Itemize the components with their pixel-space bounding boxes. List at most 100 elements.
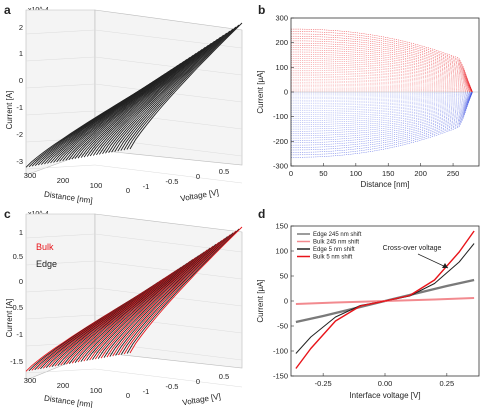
panel-a-depth-ticks: 300 200 100 0 bbox=[24, 171, 130, 195]
panel-b-series-line bbox=[291, 91, 473, 101]
surface-line bbox=[129, 226, 243, 354]
surface-line bbox=[114, 32, 228, 152]
panel-d-y-tick: 150 bbox=[275, 222, 288, 231]
panel-b-x-tick: 0 bbox=[289, 169, 293, 178]
panel-c-depth-tick: 200 bbox=[57, 381, 70, 390]
panel-a-depth-tick: 300 bbox=[24, 171, 37, 180]
surface-line bbox=[118, 234, 231, 356]
panel-d-y-tick: 0 bbox=[284, 297, 288, 306]
panel-c-z-tick: 0.5 bbox=[13, 252, 23, 261]
panel-b-series-line bbox=[291, 91, 473, 97]
surface-line bbox=[92, 251, 205, 360]
panel-b-series-line bbox=[291, 91, 473, 108]
panel-c-ylabel: Current [A] bbox=[5, 299, 14, 338]
panel-d-series bbox=[295, 230, 475, 369]
panel-c-depth-label: Distance [nm] bbox=[44, 394, 94, 408]
surface-line bbox=[111, 34, 224, 153]
panel-b-series-line bbox=[291, 47, 473, 93]
surface-line bbox=[89, 48, 203, 157]
panel-b-x-tick: 100 bbox=[350, 169, 363, 178]
panel-b-series-line bbox=[291, 91, 473, 121]
panel-b-y-tick: -200 bbox=[273, 137, 288, 146]
panel-a-depth-tick: 100 bbox=[90, 181, 103, 190]
panel-d-y-tick: -150 bbox=[273, 372, 288, 381]
surface-line bbox=[126, 228, 240, 354]
panel-b-series-line bbox=[291, 66, 473, 93]
panel-c-z-tick: -0.5 bbox=[10, 303, 23, 312]
surface-line bbox=[102, 40, 215, 155]
surface-line bbox=[112, 238, 226, 357]
panel-b-series-line bbox=[291, 91, 473, 103]
panel-b-series-line bbox=[291, 70, 473, 93]
panel-a-z-tick: 2 bbox=[19, 23, 23, 32]
panel-b-series-line bbox=[291, 42, 473, 93]
surface-line bbox=[126, 24, 240, 150]
surface-line bbox=[83, 257, 197, 362]
panel-b-series-line bbox=[291, 33, 473, 93]
panel-a-x-tick: 0.5 bbox=[219, 167, 229, 176]
panel-c-xlabel: Voltage [V] bbox=[182, 392, 222, 408]
panel-c-x-tick: -0.5 bbox=[166, 382, 179, 391]
surface-line bbox=[129, 22, 243, 150]
panel-d-legend-entry: Bulk 5 nm shift bbox=[313, 255, 353, 261]
panel-b-x-tick: 150 bbox=[382, 169, 395, 178]
panel-d-x-tick: 0.00 bbox=[378, 379, 393, 388]
panel-b-series-line bbox=[291, 89, 473, 93]
surface-line bbox=[115, 236, 228, 356]
surface-line bbox=[123, 26, 237, 151]
surface-line bbox=[106, 241, 220, 358]
surface-line bbox=[103, 243, 217, 358]
gridline bbox=[25, 164, 96, 170]
panel-d-legend-entry: Bulk 245 nm shift bbox=[313, 240, 359, 246]
panel-b-series-line bbox=[291, 91, 473, 98]
surface-line bbox=[109, 240, 223, 357]
panel-d-legend-entry: Edge 5 nm shift bbox=[313, 247, 355, 253]
panel-a-surface bbox=[25, 22, 243, 168]
panel-b-series-line bbox=[291, 62, 473, 93]
panel-b-series-line bbox=[291, 91, 473, 151]
panel-a-z-tick: -2 bbox=[16, 130, 23, 139]
panel-c-x-tick: 0 bbox=[196, 377, 200, 386]
panel-b-series-line bbox=[291, 91, 473, 130]
panel-d-label: d bbox=[258, 207, 265, 221]
panel-b-series-line bbox=[291, 53, 473, 93]
panel-b-series-line bbox=[291, 91, 473, 93]
panel-b-series-line bbox=[291, 91, 473, 123]
panel-b-series-line bbox=[291, 91, 473, 96]
surface-line bbox=[120, 232, 234, 355]
panel-b-series-line bbox=[291, 91, 473, 139]
panel-b-y-tick: -100 bbox=[273, 112, 288, 121]
panel-d-ylabel: Current [μA] bbox=[256, 279, 265, 322]
panel-b-series-line bbox=[291, 91, 473, 128]
panel-a-x-tick: 0 bbox=[196, 172, 200, 181]
panel-b-series-line bbox=[291, 86, 473, 93]
panel-c-x-tick: 0.5 bbox=[219, 372, 229, 381]
surface-line bbox=[97, 247, 211, 359]
panel-c-depth-tick: 0 bbox=[126, 391, 130, 400]
surface-line bbox=[77, 56, 191, 159]
panel-b-y-tick: -300 bbox=[273, 162, 288, 171]
surface-line bbox=[120, 28, 234, 151]
panel-b-series-line bbox=[291, 78, 473, 93]
surface-line bbox=[80, 54, 194, 158]
panel-b-series-line bbox=[291, 91, 473, 100]
gridline bbox=[25, 260, 96, 266]
surface-line bbox=[80, 259, 194, 362]
panel-b-series-line bbox=[291, 91, 473, 106]
panel-b-series-line bbox=[291, 49, 473, 93]
panel-b-series-line bbox=[291, 56, 473, 93]
panel-b-series-line bbox=[291, 91, 473, 104]
surface-line bbox=[74, 59, 188, 159]
panel-c-depth-ticks: 300 200 100 0 bbox=[24, 376, 130, 400]
panel-d-annotation-arrowhead bbox=[442, 263, 448, 268]
panel-c-gridlines bbox=[25, 233, 243, 388]
panel-c-z-tick: -1 bbox=[16, 330, 23, 339]
panel-a-z-tick: -1 bbox=[16, 103, 23, 112]
panel-c-depth-tick: 300 bbox=[24, 376, 37, 385]
surface-line bbox=[108, 36, 221, 154]
panel-b-series-line bbox=[291, 83, 473, 93]
panel-b-series-line bbox=[291, 73, 473, 93]
panel-b-series-line bbox=[291, 91, 473, 141]
panel-b-series-line bbox=[291, 91, 473, 137]
panel-a: a x10^-4 2 1 0 -1 -2 -3 Current [A] 300 … bbox=[4, 3, 243, 205]
